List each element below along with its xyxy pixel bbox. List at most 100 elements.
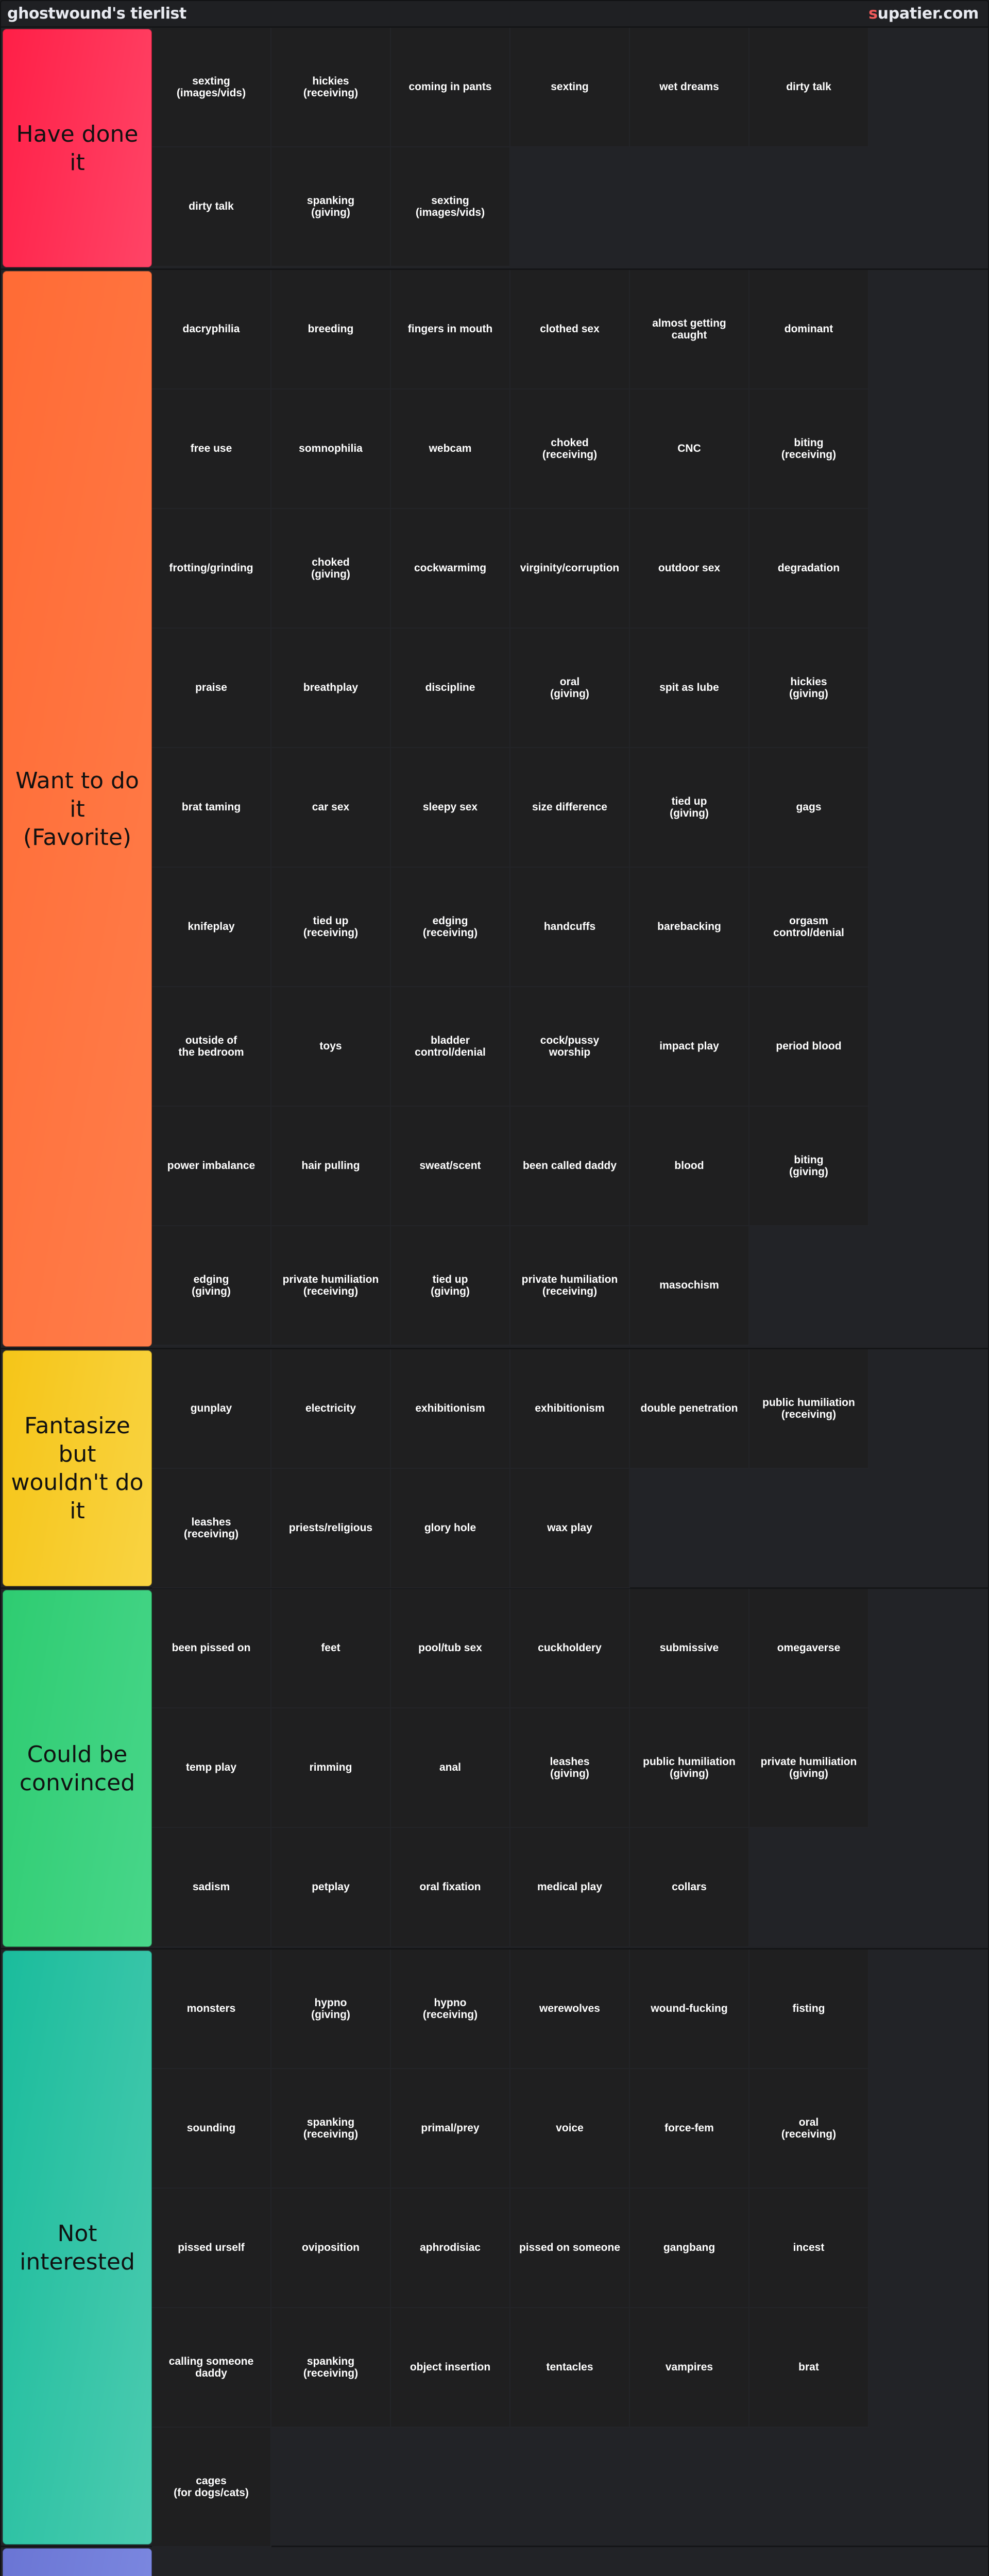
tier-item-card[interactable]: exhibitionism: [510, 1349, 630, 1469]
tier-item-card[interactable]: fisting: [749, 1950, 869, 2069]
tier-item-card[interactable]: pissed urself: [152, 2189, 271, 2308]
tier-item-card[interactable]: hair pulling: [271, 1107, 391, 1226]
tier-item-card[interactable]: virginity/corruption: [510, 509, 630, 629]
tier-item-card[interactable]: bladder control/denial: [391, 987, 510, 1107]
tier-item-card[interactable]: fingers in mouth: [391, 270, 510, 389]
tier-item-card[interactable]: force-fem: [630, 2069, 749, 2189]
tier-item-card[interactable]: wet dreams: [630, 28, 749, 147]
tier-item-card[interactable]: choked (giving): [271, 509, 391, 629]
tier-item-card[interactable]: gags: [749, 748, 869, 868]
tier-item-card[interactable]: tied up (giving): [630, 748, 749, 868]
tier-item-card[interactable]: werewolves: [510, 1950, 630, 2069]
tier-item-card[interactable]: public humiliation (receiving): [749, 1349, 869, 1469]
tier-item-card[interactable]: toys: [271, 987, 391, 1107]
tier-item-card[interactable]: private humiliation (giving): [749, 1708, 869, 1828]
tier-item-card[interactable]: incest: [749, 2189, 869, 2308]
tier-item-card[interactable]: somnophilia: [271, 389, 391, 509]
tier-item-card[interactable]: webcam: [391, 389, 510, 509]
tier-item-card[interactable]: sexting: [510, 28, 630, 147]
tier-item-card[interactable]: tentacles: [510, 2308, 630, 2428]
tier-item-card[interactable]: leashes (receiving): [152, 1469, 271, 1588]
tier-item-card[interactable]: dirty talk: [152, 147, 271, 267]
tier-item-card[interactable]: sexting (images/vids): [391, 147, 510, 267]
tier-item-card[interactable]: primal/prey: [391, 2069, 510, 2189]
tier-item-card[interactable]: edging (giving): [152, 1226, 271, 1346]
tier-item-card[interactable]: calling someone daddy: [152, 2308, 271, 2428]
tier-item-card[interactable]: wound-fucking: [630, 1950, 749, 2069]
tier-item-card[interactable]: cockwarmimg: [391, 509, 510, 629]
tier-item-card[interactable]: cuckholdery: [510, 1589, 630, 1708]
tier-item-card[interactable]: sleepy sex: [391, 748, 510, 868]
tier-item-card[interactable]: praise: [152, 629, 271, 748]
tier-item-card[interactable]: dominant: [749, 270, 869, 389]
tier-item-card[interactable]: private humiliation (receiving): [510, 1226, 630, 1346]
tier-item-card[interactable]: oral fixation: [391, 1828, 510, 1947]
tier-item-card[interactable]: discipline: [391, 629, 510, 748]
tier-item-card[interactable]: gangbang: [630, 2189, 749, 2308]
tier-item-card[interactable]: cages (for dogs/cats): [152, 2428, 271, 2547]
tier-label[interactable]: Unsure: [3, 2548, 152, 2576]
tier-items-dropzone[interactable]: sexting (images/vids) hickies (receiving)…: [152, 28, 988, 268]
tier-item-card[interactable]: choked (receiving): [510, 389, 630, 509]
tier-item-card[interactable]: frotting/grinding: [152, 509, 271, 629]
tier-item-card[interactable]: private humiliation (receiving): [271, 1226, 391, 1346]
tier-item-card[interactable]: spanking (giving): [271, 147, 391, 267]
tier-item-card[interactable]: almost getting caught: [630, 270, 749, 389]
tier-item-card[interactable]: size difference: [510, 748, 630, 868]
tier-item-card[interactable]: breeding: [271, 270, 391, 389]
tier-item-card[interactable]: breathplay: [271, 629, 391, 748]
tier-item-card[interactable]: hickies (receiving): [271, 28, 391, 147]
tier-label[interactable]: Could be convinced: [3, 1590, 152, 1947]
tier-item-card[interactable]: leashes (giving): [510, 1708, 630, 1828]
tier-item-card[interactable]: tied up (receiving): [271, 868, 391, 987]
tier-item-card[interactable]: clothed sex: [510, 270, 630, 389]
tier-item-card[interactable]: tied up (giving): [391, 1226, 510, 1346]
tier-item-card[interactable]: oral (giving): [510, 629, 630, 748]
tier-item-card[interactable]: aphrodisiac: [391, 2189, 510, 2308]
tier-item-card[interactable]: sweat/scent: [391, 1107, 510, 1226]
tier-item-card[interactable]: medical play: [510, 1828, 630, 1947]
tier-item-card[interactable]: public humiliation (giving): [630, 1708, 749, 1828]
tier-item-card[interactable]: spit as lube: [630, 629, 749, 748]
tier-item-card[interactable]: pool/tub sex: [391, 1589, 510, 1708]
tier-item-card[interactable]: pissed on someone: [510, 2189, 630, 2308]
tier-label[interactable]: Have done it: [3, 29, 152, 267]
tier-item-card[interactable]: oral (receiving): [749, 2069, 869, 2189]
tier-item-card[interactable]: been pissed on: [152, 1589, 271, 1708]
tier-item-card[interactable]: omegaverse: [749, 1589, 869, 1708]
tier-item-card[interactable]: impact play: [630, 987, 749, 1107]
tier-item-card[interactable]: hypno (receiving): [391, 1950, 510, 2069]
tier-item-card[interactable]: biting (giving): [749, 1107, 869, 1226]
tier-item-card[interactable]: brat taming: [152, 748, 271, 868]
tier-item-card[interactable]: object insertion: [391, 2308, 510, 2428]
tier-item-card[interactable]: hypno (giving): [271, 1950, 391, 2069]
tier-item-card[interactable]: car sex: [271, 748, 391, 868]
tier-label[interactable]: Not interested: [3, 1951, 152, 2545]
tier-item-card[interactable]: spanking (receiving): [271, 2308, 391, 2428]
tier-item-card[interactable]: outside of the bedroom: [152, 987, 271, 1107]
tier-item-card[interactable]: wax play: [510, 1469, 630, 1588]
tier-item-card[interactable]: glory hole: [391, 1469, 510, 1588]
tier-item-card[interactable]: power imbalance: [152, 1107, 271, 1226]
tier-item-card[interactable]: biting (receiving): [749, 389, 869, 509]
tier-item-card[interactable]: CNC: [630, 389, 749, 509]
tier-item-card[interactable]: period blood: [749, 987, 869, 1107]
tier-item-card[interactable]: gunplay: [152, 1349, 271, 1469]
tier-item-card[interactable]: coming in pants: [391, 28, 510, 147]
brand-logo[interactable]: supatier.com: [868, 5, 979, 23]
tier-item-card[interactable]: voice: [510, 2069, 630, 2189]
tier-item-card[interactable]: knifeplay: [152, 868, 271, 987]
tier-item-card[interactable]: submissive: [630, 1589, 749, 1708]
tier-item-card[interactable]: anal: [391, 1708, 510, 1828]
tier-item-card[interactable]: sexting (images/vids): [152, 28, 271, 147]
tier-item-card[interactable]: electricity: [271, 1349, 391, 1469]
tier-item-card[interactable]: temp play: [152, 1708, 271, 1828]
tier-item-card[interactable]: rimming: [271, 1708, 391, 1828]
tier-item-card[interactable]: collars: [630, 1828, 749, 1947]
tier-item-card[interactable]: double penetration: [630, 1349, 749, 1469]
tier-item-card[interactable]: dacryphilia: [152, 270, 271, 389]
tier-label[interactable]: Want to do it (Favorite): [3, 271, 152, 1347]
tier-item-card[interactable]: outdoor sex: [630, 509, 749, 629]
tier-item-card[interactable]: orgasm control/denial: [749, 868, 869, 987]
tier-label[interactable]: Fantasize but wouldn't do it: [3, 1350, 152, 1586]
